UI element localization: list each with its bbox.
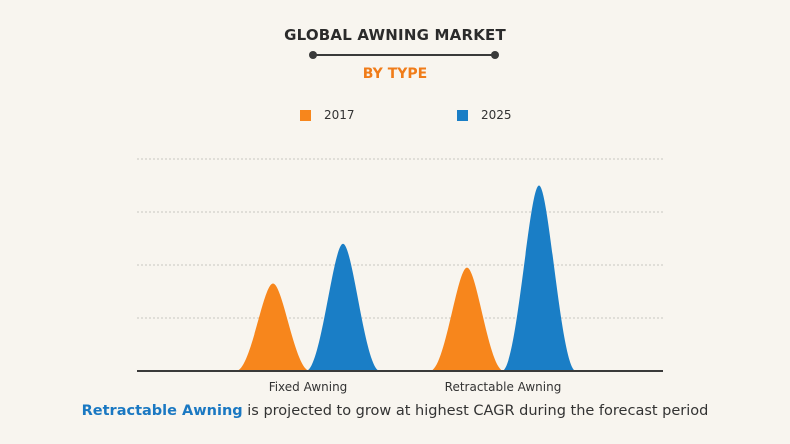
chart-title: GLOBAL AWNING MARKET	[284, 26, 506, 44]
peak-retractable-awning-2017	[430, 267, 504, 371]
chart-caption: Retractable Awning is projected to grow …	[0, 403, 790, 419]
x-tick-label: Retractable Awning	[445, 380, 562, 394]
legend-swatch-2025	[457, 109, 468, 121]
grid-lines	[137, 158, 663, 319]
peak-fixed-awning-2025	[306, 243, 380, 371]
divider-dot-left	[309, 51, 317, 59]
divider-dot-right	[491, 51, 499, 59]
legend-item-2025: 2025	[457, 108, 512, 122]
legend-item-2017: 2017	[300, 108, 355, 122]
legend-label-2025: 2025	[481, 108, 512, 122]
title-divider	[309, 51, 499, 59]
x-tick-label: Fixed Awning	[269, 380, 348, 394]
legend-label-2017: 2017	[324, 108, 355, 122]
caption-highlight: Retractable Awning	[81, 403, 243, 419]
peak-retractable-awning-2025	[502, 185, 576, 371]
peak-fixed-awning-2017	[236, 283, 310, 371]
caption-text: is projected to grow at highest CAGR dur…	[242, 403, 709, 419]
x-axis-labels: Fixed Awning Retractable Awning	[269, 380, 562, 394]
legend-swatch-2017	[300, 109, 311, 121]
chart-peaks	[236, 185, 576, 371]
chart-subtitle: BY TYPE	[362, 66, 428, 82]
